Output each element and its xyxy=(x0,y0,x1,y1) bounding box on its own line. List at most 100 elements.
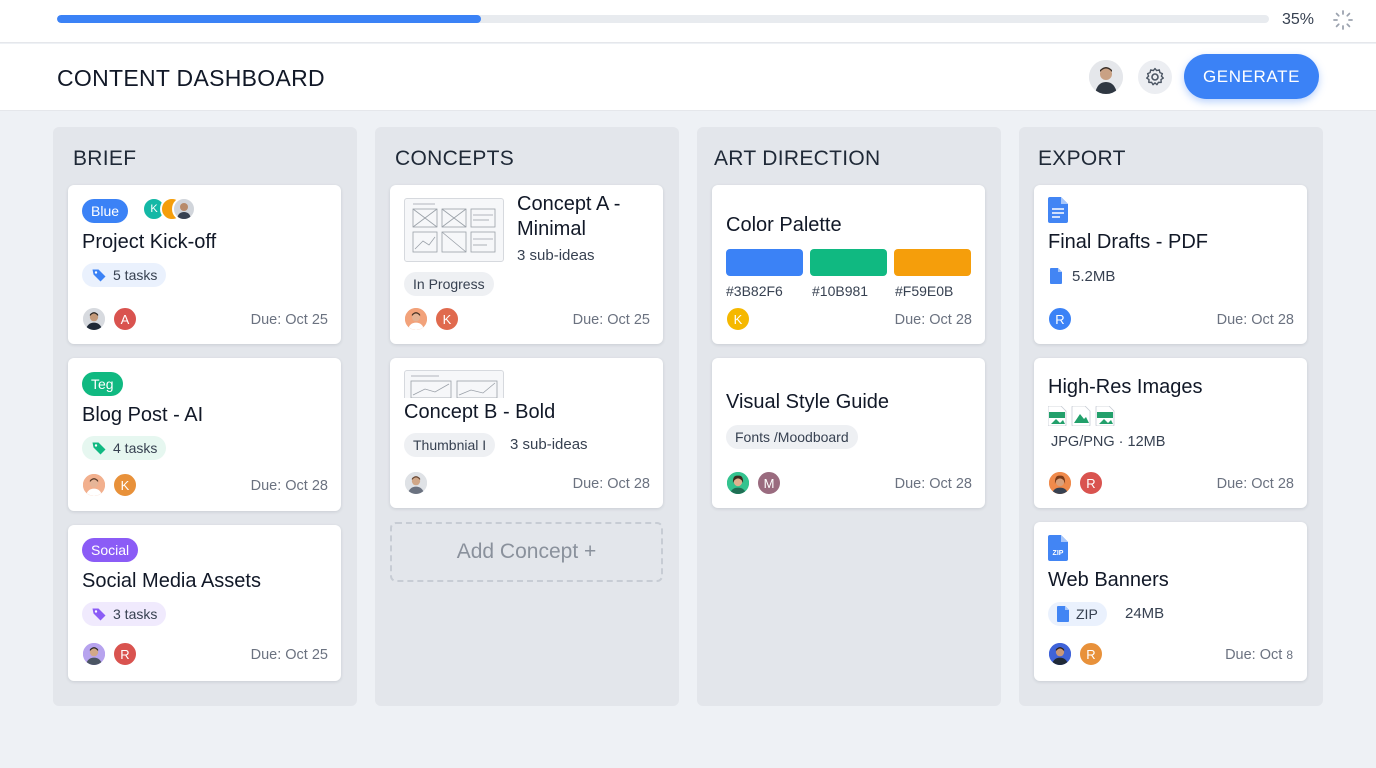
due-date: Due: Oct 28 xyxy=(894,312,972,328)
color-swatch-green[interactable] xyxy=(810,249,887,276)
moodboard-chip: Fonts /Moodboard xyxy=(726,425,858,449)
loading-spinner-icon xyxy=(1333,10,1353,30)
card-title: Final Drafts - PDF xyxy=(1048,231,1209,253)
assignee-avatar: A xyxy=(112,306,138,332)
due-date: Due: Oct 28 xyxy=(894,476,972,492)
tag-icon xyxy=(92,442,106,455)
progress-bar xyxy=(57,15,1269,23)
tasks-chip: 5 tasks xyxy=(82,263,167,287)
due-date: Due: Oct 25 xyxy=(572,312,650,328)
app-header: CONTENT DASHBOARD GENERATE xyxy=(0,44,1376,111)
assignee-avatar xyxy=(81,306,107,332)
assignee-avatar: K xyxy=(434,306,460,332)
swatch-hex-label: #F59E0B xyxy=(895,283,954,299)
concept-thumbnail xyxy=(404,370,504,399)
due-date: Due: Oct 28 xyxy=(1216,312,1294,328)
due-date: Due: Oct 28 xyxy=(572,476,650,492)
file-size: 24MB xyxy=(1125,605,1165,622)
tasks-chip: 3 tasks xyxy=(82,602,167,626)
mini-avatar-photo xyxy=(172,197,196,221)
concept-thumbnail xyxy=(404,198,504,262)
user-avatar[interactable] xyxy=(1089,60,1123,94)
card-high-res-images[interactable]: High-Res Images JPG/PNG · 12MB R Due: Oc… xyxy=(1034,358,1307,508)
color-swatch-orange[interactable] xyxy=(894,249,971,276)
column-title: BRIEF xyxy=(73,147,137,170)
assignee-avatar: M xyxy=(756,470,782,496)
due-date: Due: Oct 25 xyxy=(250,312,328,328)
assignee-avatar xyxy=(1047,641,1073,667)
card-final-drafts[interactable]: Final Drafts - PDF 5.2MB R Due: Oct 28 xyxy=(1034,185,1307,344)
settings-button[interactable] xyxy=(1138,60,1172,94)
card-title: Concept B - Bold xyxy=(404,401,556,423)
assignee-avatar xyxy=(403,470,429,496)
tag-icon xyxy=(92,269,106,282)
tasks-count: 5 tasks xyxy=(113,267,158,283)
tasks-count: 4 tasks xyxy=(113,440,158,456)
card-title-line1: Concept A - xyxy=(517,193,621,215)
assignee-avatar: R xyxy=(112,641,138,667)
assignee-avatar: K xyxy=(725,306,751,332)
column-brief: BRIEF Blue K Project Kick-off 5 tasks A … xyxy=(53,127,357,706)
card-visual-style-guide[interactable]: Visual Style Guide Fonts /Moodboard M Du… xyxy=(712,358,985,508)
column-export: EXPORT Final Drafts - PDF 5.2MB R Due: O… xyxy=(1019,127,1323,706)
assignee-avatar: R xyxy=(1078,641,1104,667)
assignee-avatar xyxy=(81,641,107,667)
tag-chip: Teg xyxy=(82,372,123,396)
file-type-chip: ZIP xyxy=(1048,602,1107,626)
card-web-banners[interactable]: ZIP Web Banners ZIP 24MB R Due: Oct 8 xyxy=(1034,522,1307,681)
swatch-hex-label: #10B981 xyxy=(812,283,869,299)
card-blog-post[interactable]: Teg Blog Post - AI 4 tasks K Due: Oct 28 xyxy=(68,358,341,511)
add-concept-button[interactable]: Add Concept + xyxy=(390,522,663,582)
due-date-suffix: 8 xyxy=(1286,648,1293,662)
file-icon xyxy=(1050,268,1062,284)
file-icon xyxy=(1057,606,1069,622)
column-title: EXPORT xyxy=(1038,147,1126,170)
image-files-icon xyxy=(1048,406,1115,426)
card-title: Project Kick-off xyxy=(82,231,217,253)
document-icon xyxy=(1048,197,1068,223)
assignee-avatar xyxy=(81,472,107,498)
progress-percent: 35% xyxy=(1282,11,1315,28)
svg-text:ZIP: ZIP xyxy=(1053,550,1064,557)
file-type: ZIP xyxy=(1076,606,1098,622)
status-chip: Thumbnial I xyxy=(404,433,496,457)
generation-progress-strip: 35% xyxy=(0,0,1376,43)
card-title: Blog Post - AI xyxy=(82,404,204,426)
file-info: JPG/PNG · 12MB xyxy=(1051,434,1166,450)
tasks-chip: 4 tasks xyxy=(82,436,167,460)
card-concept-a[interactable]: Concept A - Minimal 3 sub-ideas In Progr… xyxy=(390,185,663,344)
due-date: Due: Oct 28 xyxy=(1216,476,1294,492)
card-title-line2: Minimal xyxy=(517,218,586,240)
user-photo-icon xyxy=(1089,60,1123,94)
card-project-kickoff[interactable]: Blue K Project Kick-off 5 tasks A Due: O… xyxy=(68,185,341,344)
due-date-text: Due: Oct xyxy=(1225,647,1287,663)
assignee-avatar xyxy=(403,306,429,332)
tasks-count: 3 tasks xyxy=(113,606,158,622)
column-title: ART DIRECTION xyxy=(714,147,881,170)
generate-button[interactable]: GENERATE xyxy=(1184,54,1319,99)
assignee-avatar: R xyxy=(1047,306,1073,332)
card-title: Color Palette xyxy=(726,214,842,236)
assignee-avatar xyxy=(1047,470,1073,496)
file-size: 5.2MB xyxy=(1072,268,1116,285)
assignee-avatar: K xyxy=(112,472,138,498)
column-concepts: CONCEPTS Concept A - Minimal 3 sub-ideas… xyxy=(375,127,679,706)
color-swatch-blue[interactable] xyxy=(726,249,803,276)
status-chip: In Progress xyxy=(404,272,494,296)
gear-icon xyxy=(1146,67,1164,86)
card-title: Web Banners xyxy=(1048,569,1169,591)
card-title: Visual Style Guide xyxy=(726,391,890,413)
swatch-hex-label: #3B82F6 xyxy=(726,283,783,299)
due-date: Due: Oct 25 xyxy=(250,647,328,663)
sub-ideas-count: 3 sub-ideas xyxy=(517,247,595,264)
card-concept-b[interactable]: Concept B - Bold Thumbnial I 3 sub-ideas… xyxy=(390,358,663,508)
card-social-media[interactable]: Social Social Media Assets 3 tasks R Due… xyxy=(68,525,341,681)
tag-chip: Social xyxy=(82,538,139,562)
progress-bar-fill xyxy=(57,15,482,23)
sub-ideas-count: 3 sub-ideas xyxy=(510,436,588,453)
due-date: Due: Oct 8 xyxy=(1225,647,1293,663)
card-color-palette[interactable]: Color Palette #3B82F6 #10B981 #F59E0B K … xyxy=(712,185,985,344)
assignee-avatar xyxy=(725,470,751,496)
zip-file-icon: ZIP xyxy=(1048,535,1068,561)
card-title: High-Res Images xyxy=(1048,376,1203,398)
